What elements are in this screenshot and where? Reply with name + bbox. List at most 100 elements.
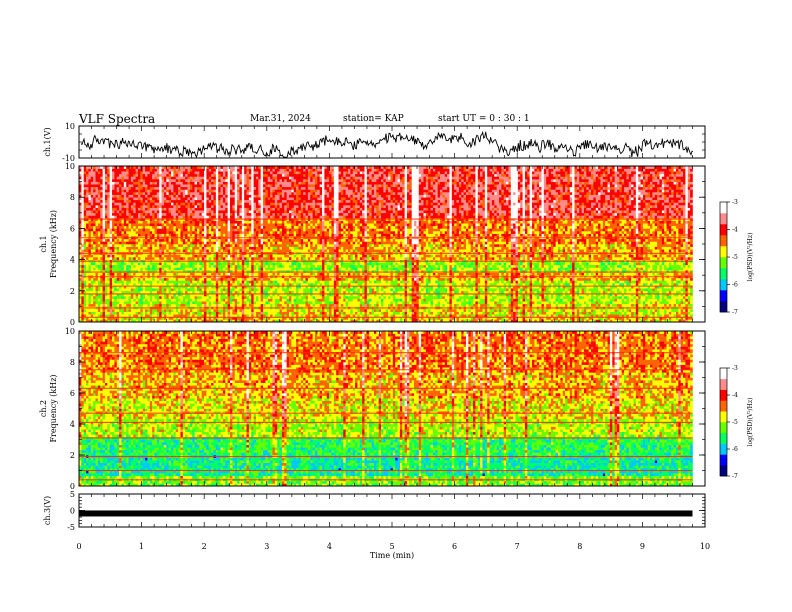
spectrogram-cell <box>673 293 677 297</box>
spectrogram-cell <box>522 290 526 294</box>
spectrogram-cell <box>208 272 212 276</box>
spectrogram-cell <box>440 311 443 315</box>
spectrogram-cell <box>373 280 377 284</box>
spectrogram-cell <box>95 303 99 307</box>
spectrogram-cell <box>326 314 330 318</box>
spectrogram-cell <box>515 311 519 315</box>
spectrogram-cell <box>159 309 162 312</box>
spectrogram-cell <box>274 319 278 323</box>
spectrogram-cell <box>480 277 483 281</box>
spectrogram-cell <box>206 309 210 312</box>
spectrogram-cell <box>79 311 82 315</box>
spectrogram-cell <box>326 277 330 281</box>
spectrogram-cell <box>88 272 92 276</box>
spectrogram-cell <box>642 296 646 299</box>
spectrogram-cell <box>480 285 483 289</box>
spectrogram-cell <box>404 309 408 312</box>
spectrogram-cell <box>645 314 648 318</box>
spectrogram-cell <box>182 301 186 305</box>
spectrogram-cell <box>543 316 547 320</box>
spectrogram-cell <box>95 277 99 281</box>
spectrogram-cell <box>93 283 96 286</box>
spectrogram-cell <box>515 272 519 276</box>
spectrogram-cell <box>383 316 387 320</box>
spectrogram-cell <box>690 319 693 323</box>
spectrogram-cell <box>237 303 240 307</box>
spectrogram-cell <box>635 301 639 305</box>
spectrogram-cell <box>336 283 339 286</box>
spectrogram-cell <box>239 293 243 297</box>
spectrogram-cell <box>338 311 342 315</box>
spectrogram-cell <box>312 309 316 312</box>
spectrogram-cell <box>501 293 505 297</box>
spectrogram-cell <box>673 285 677 289</box>
spectrogram-cell <box>347 293 351 297</box>
spectrogram-cell <box>593 272 597 276</box>
spectrogram-cell <box>279 272 283 276</box>
spectrogram-cell <box>657 316 660 320</box>
spectrogram-cell <box>279 319 283 323</box>
spectrogram-cell <box>645 301 648 305</box>
spectrogram-cell <box>88 296 92 299</box>
spectrogram-cell <box>123 303 127 307</box>
spectrogram-cell <box>560 298 564 302</box>
spectrogram-cell <box>654 285 658 289</box>
spectrogram-cell <box>123 277 127 281</box>
spectrogram-cell <box>135 296 139 299</box>
spectrogram-cell <box>404 316 408 320</box>
spectrogram-cell <box>527 290 530 294</box>
spectrogram-cell <box>548 288 552 292</box>
spectrogram-cell <box>602 309 606 312</box>
spectrogram-cell <box>284 301 287 305</box>
spectrogram-cell <box>451 309 455 312</box>
spectrogram-cell <box>432 316 436 320</box>
spectrogram-cell <box>220 277 224 281</box>
spectrogram-cell <box>458 290 462 294</box>
spectrogram-cell <box>86 301 89 305</box>
spectrogram-cell <box>668 296 672 299</box>
spectrogram-cell <box>121 277 125 281</box>
spectrogram-cell <box>246 272 250 276</box>
spectrogram-cell <box>135 316 139 320</box>
spectrogram-cell <box>586 280 589 284</box>
spectrogram-cell <box>416 301 420 305</box>
spectrogram-cell <box>406 311 410 315</box>
spectrogram-cell <box>473 319 476 323</box>
spectrogram-cell <box>642 280 646 284</box>
spectrogram-cell <box>140 296 144 299</box>
spectrogram-cell <box>454 293 457 297</box>
spectrogram-cell <box>281 298 285 302</box>
spectrogram-cell <box>352 296 356 299</box>
spectrogram-cell <box>359 296 363 299</box>
spectrogram-cell <box>119 301 122 305</box>
spectrogram-cell <box>541 296 545 299</box>
spectrogram-cell <box>366 311 370 315</box>
spectrogram-cell <box>678 290 681 294</box>
spectrogram-cell <box>109 319 113 323</box>
spectrogram-cell <box>329 303 332 307</box>
spectrogram-cell <box>241 311 245 315</box>
spectrogram-cell <box>336 288 339 292</box>
spectrogram-cell <box>267 293 271 297</box>
spectrogram-cell <box>444 309 448 312</box>
spectrogram-cell <box>440 303 443 307</box>
spectrogram-cell <box>454 290 457 294</box>
spectrogram-cell <box>428 316 431 320</box>
spectrogram-cell <box>576 293 580 297</box>
spectrogram-cell <box>687 309 691 312</box>
spectrogram-cell <box>192 298 195 302</box>
spectrogram-cell <box>640 301 644 305</box>
spectrogram-cell <box>524 311 528 315</box>
spectrogram-cell <box>199 285 202 289</box>
spectrogram-cell <box>116 283 120 286</box>
spectrogram-cell <box>409 285 412 289</box>
spectrogram-cell <box>338 309 342 312</box>
spectrogram-cell <box>421 298 424 302</box>
spectrogram-cell <box>225 319 228 323</box>
spectrogram-cell <box>310 283 313 286</box>
spectrogram-cell <box>638 283 641 286</box>
spectrogram-cell <box>562 277 566 281</box>
spectrogram-cell <box>187 303 191 307</box>
spectrogram-cell <box>305 296 309 299</box>
spectrogram-cell <box>515 288 519 292</box>
